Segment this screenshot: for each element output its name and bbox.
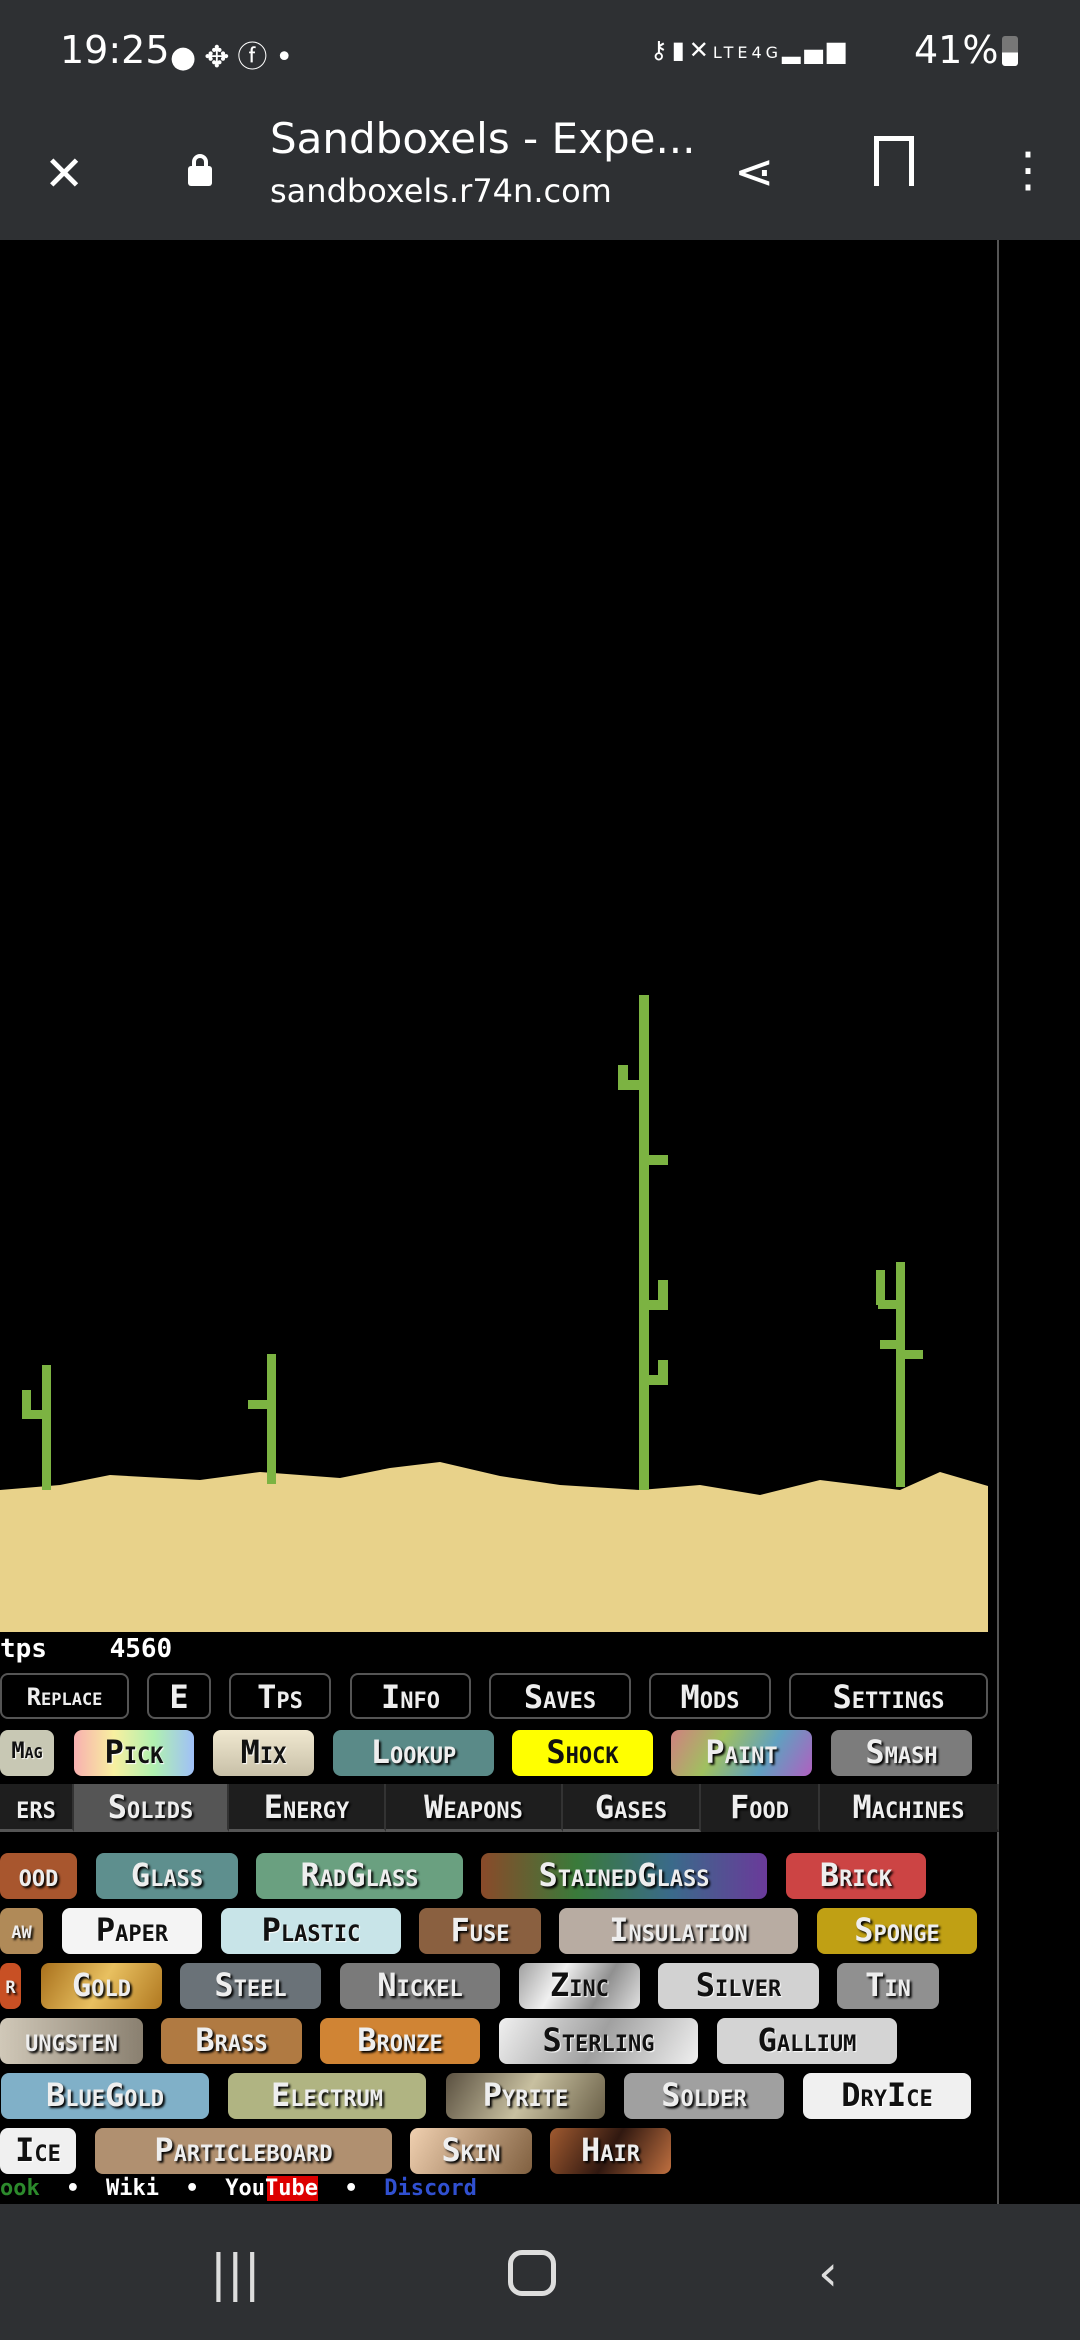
tab-food[interactable]: Food bbox=[701, 1784, 820, 1832]
element-sterling[interactable]: Sterling bbox=[499, 2018, 698, 2064]
element-gallium[interactable]: Gallium bbox=[717, 2018, 897, 2064]
plant-stem bbox=[267, 1354, 276, 1484]
element-skin[interactable]: Skin bbox=[410, 2128, 532, 2174]
element-silver[interactable]: Silver bbox=[658, 1963, 819, 2009]
tab-gases[interactable]: Gases bbox=[563, 1784, 701, 1832]
footer-link-wiki[interactable]: Wiki bbox=[106, 2176, 159, 2201]
element-sponge[interactable]: Sponge bbox=[817, 1908, 977, 1954]
settings-button[interactable]: Settings bbox=[789, 1673, 988, 1719]
plant-stem bbox=[42, 1365, 51, 1490]
element-straw[interactable]: aw bbox=[0, 1908, 43, 1954]
replace-button[interactable]: Replace bbox=[0, 1673, 129, 1719]
info-button[interactable]: Info bbox=[350, 1673, 471, 1719]
element-radglass[interactable]: RadGlass bbox=[256, 1853, 463, 1899]
element-brass[interactable]: Brass bbox=[161, 2018, 302, 2064]
tool-smash[interactable]: Smash bbox=[831, 1730, 972, 1776]
lock-icon[interactable] bbox=[188, 166, 212, 186]
battery-saver-icon: ▮ bbox=[671, 36, 689, 64]
tool-mag[interactable]: Mag bbox=[0, 1730, 54, 1776]
page-title[interactable]: Sandboxels - Expe... bbox=[270, 114, 696, 163]
browser-toolbar: ✕ Sandboxels - Expe... sandboxels.r74n.c… bbox=[0, 110, 1080, 240]
element-fuse[interactable]: Fuse bbox=[419, 1908, 541, 1954]
back-icon[interactable]: ‹ bbox=[818, 2244, 838, 2302]
element-paper[interactable]: Paper bbox=[62, 1908, 202, 1954]
element-nickel[interactable]: Nickel bbox=[340, 1963, 500, 2009]
tps-button[interactable]: Tps bbox=[229, 1673, 331, 1719]
sand-pile bbox=[0, 1462, 988, 1632]
scroll-divider bbox=[997, 240, 999, 2204]
element-zinc[interactable]: Zinc bbox=[519, 1963, 640, 2009]
element-bronze[interactable]: Bronze bbox=[320, 2018, 480, 2064]
element-hair[interactable]: Hair bbox=[550, 2128, 671, 2174]
tab-machines[interactable]: Machines bbox=[820, 1784, 999, 1832]
signal-icon: ▂▄▆ bbox=[782, 36, 850, 64]
element-brick[interactable]: Brick bbox=[786, 1853, 926, 1899]
plants bbox=[22, 995, 923, 1490]
battery-icon bbox=[1002, 36, 1018, 66]
recent-apps-icon[interactable]: ||| bbox=[210, 2244, 261, 2302]
saves-button[interactable]: Saves bbox=[489, 1673, 631, 1719]
e-button[interactable]: E bbox=[147, 1673, 211, 1719]
status-bar: 19:25 ●✥ⓕ• ⚷▮✕LTE4G▂▄▆ 41% bbox=[0, 0, 1080, 110]
reddit-icon: ● bbox=[170, 40, 205, 75]
category-tabs: ers Solids Energy Weapons Gases Food Mac… bbox=[0, 1784, 999, 1832]
page-url[interactable]: sandboxels.r74n.com bbox=[270, 172, 612, 210]
tab-weapons[interactable]: Weapons bbox=[386, 1784, 563, 1832]
battery-level: 41% bbox=[914, 28, 999, 72]
element-tin[interactable]: Tin bbox=[837, 1963, 939, 2009]
element-bluegold[interactable]: BlueGold bbox=[1, 2073, 209, 2119]
tool-paint[interactable]: Paint bbox=[671, 1730, 812, 1776]
lock-shackle bbox=[192, 154, 208, 170]
plant-stem bbox=[896, 1262, 905, 1487]
close-icon[interactable]: ✕ bbox=[44, 146, 85, 202]
element-tungsten[interactable]: ungsten bbox=[0, 2018, 143, 2064]
facebook-icon: ⓕ bbox=[237, 40, 276, 75]
element-steel[interactable]: Steel bbox=[180, 1963, 321, 2009]
tab-solids[interactable]: Solids bbox=[74, 1784, 229, 1832]
tool-mix[interactable]: Mix bbox=[213, 1730, 314, 1776]
tab-others[interactable]: ers bbox=[0, 1784, 74, 1832]
footer-link-discord[interactable]: Discord bbox=[384, 2176, 477, 2201]
tps-readout: tps 4560 bbox=[0, 1634, 173, 1664]
4g-icon: 4G bbox=[751, 43, 783, 62]
tool-pick[interactable]: Pick bbox=[74, 1730, 194, 1776]
element-electrum[interactable]: Electrum bbox=[228, 2073, 426, 2119]
tab-energy[interactable]: Energy bbox=[229, 1784, 386, 1832]
mute-icon: ✕ bbox=[688, 36, 713, 64]
dot-icon: • bbox=[275, 40, 302, 75]
element-dryice[interactable]: DryIce bbox=[803, 2073, 971, 2119]
bookmark-icon[interactable] bbox=[874, 136, 914, 186]
clock: 19:25 bbox=[60, 28, 170, 72]
android-nav-bar: ||| ‹ bbox=[0, 2204, 1080, 2340]
vpn-key-icon: ⚷ bbox=[650, 36, 672, 64]
mods-button[interactable]: Mods bbox=[649, 1673, 771, 1719]
more-options-icon[interactable]: ⋮ bbox=[1004, 142, 1052, 198]
element-gold[interactable]: Gold bbox=[41, 1963, 162, 2009]
footer-link-changelog[interactable]: ook bbox=[0, 2176, 40, 2201]
element-insulation[interactable]: Insulation bbox=[559, 1908, 798, 1954]
footer-links: ook • Wiki • YouTube • Discord bbox=[0, 2176, 477, 2201]
plant-stem bbox=[639, 995, 649, 1490]
simulation-canvas[interactable] bbox=[0, 240, 997, 1636]
home-icon[interactable] bbox=[508, 2250, 556, 2296]
element-ice[interactable]: Ice bbox=[0, 2128, 76, 2174]
share-icon[interactable]: ⋖ bbox=[734, 144, 775, 200]
element-solder[interactable]: Solder bbox=[624, 2073, 784, 2119]
element-copper[interactable]: r bbox=[0, 1963, 21, 2009]
tool-shock[interactable]: Shock bbox=[512, 1730, 653, 1776]
element-wood[interactable]: ood bbox=[0, 1853, 77, 1899]
element-particleboard[interactable]: Particleboard bbox=[95, 2128, 392, 2174]
tps-value: 4560 bbox=[109, 1634, 173, 1664]
element-pyrite[interactable]: Pyrite bbox=[446, 2073, 605, 2119]
tool-lookup[interactable]: Lookup bbox=[333, 1730, 494, 1776]
element-glass[interactable]: Glass bbox=[96, 1853, 238, 1899]
element-stainedglass[interactable]: StainedGlass bbox=[481, 1853, 767, 1899]
paw-icon: ✥ bbox=[204, 40, 238, 75]
sand-scene bbox=[0, 995, 988, 1632]
volte-icon: LTE bbox=[712, 43, 752, 62]
footer-link-youtube[interactable]: YouTube bbox=[225, 2176, 318, 2201]
element-plastic[interactable]: Plastic bbox=[221, 1908, 401, 1954]
